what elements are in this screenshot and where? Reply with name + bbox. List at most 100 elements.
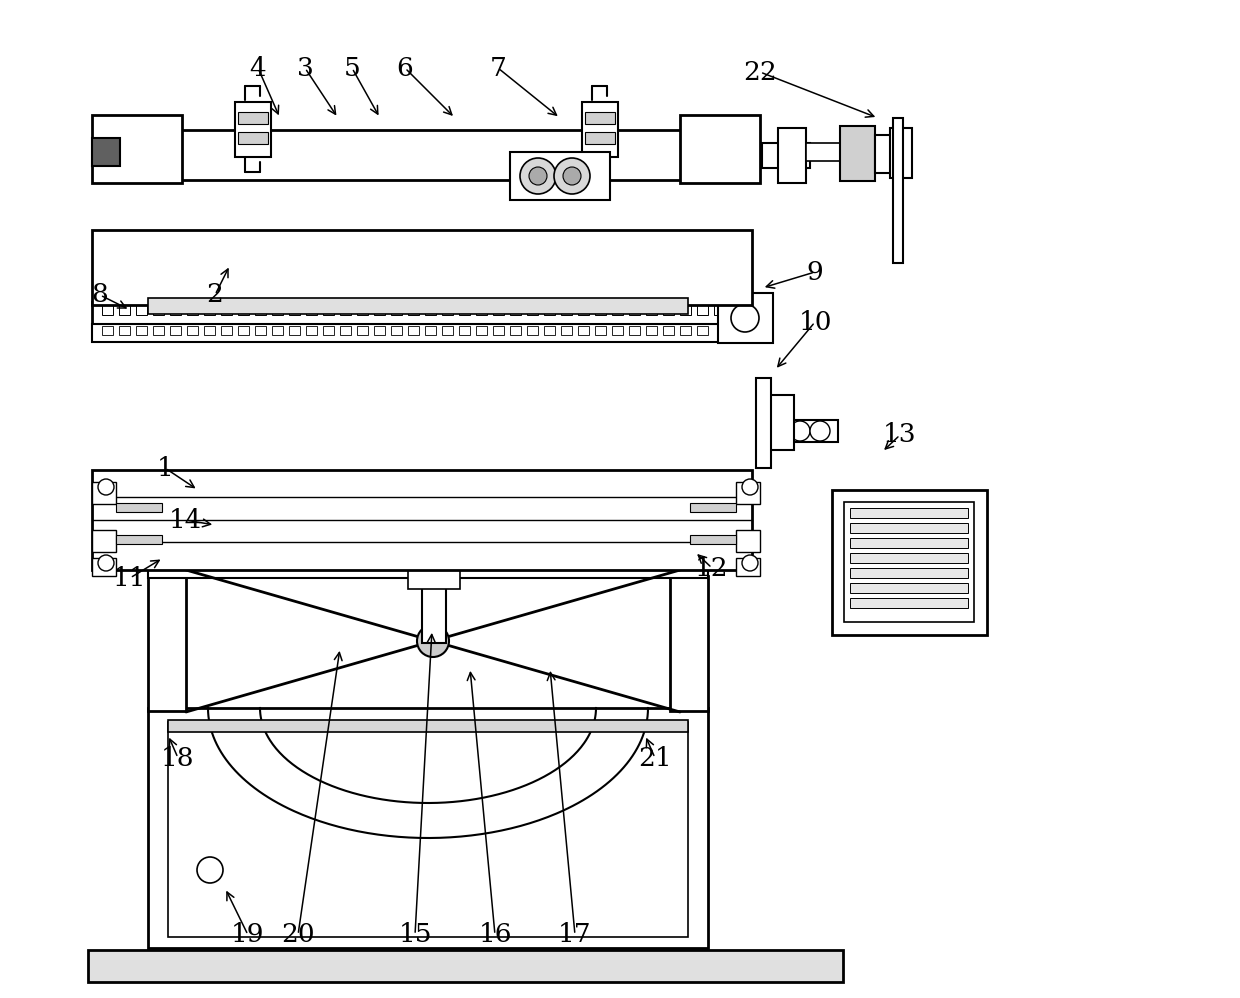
Bar	[763, 420, 838, 442]
Text: 7: 7	[490, 56, 506, 81]
Text: 10: 10	[799, 309, 832, 334]
Text: 14: 14	[169, 508, 202, 533]
Bar	[205, 326, 215, 335]
Circle shape	[554, 158, 590, 194]
Bar	[92, 230, 751, 305]
Bar	[357, 305, 368, 315]
Circle shape	[366, 556, 378, 568]
Bar	[890, 128, 911, 178]
Bar	[849, 568, 968, 578]
Bar	[832, 490, 987, 635]
Bar	[697, 305, 708, 315]
Bar	[494, 305, 503, 315]
Bar	[408, 326, 419, 335]
Circle shape	[732, 304, 759, 332]
Bar	[148, 576, 186, 711]
Bar	[320, 558, 515, 567]
Bar	[136, 305, 148, 315]
Bar	[92, 324, 773, 342]
Circle shape	[197, 857, 223, 883]
Bar	[737, 482, 760, 504]
Bar	[162, 130, 682, 180]
Bar	[340, 305, 351, 315]
Bar	[391, 326, 402, 335]
Circle shape	[742, 479, 758, 495]
Bar	[663, 305, 675, 315]
Bar	[136, 326, 148, 335]
Text: 20: 20	[281, 922, 315, 947]
Bar	[153, 305, 164, 315]
Bar	[148, 298, 688, 314]
Bar	[629, 305, 640, 315]
Bar	[391, 305, 402, 315]
Text: 16: 16	[479, 922, 512, 947]
Bar	[849, 598, 968, 608]
Bar	[422, 534, 446, 552]
Bar	[560, 326, 572, 335]
Bar	[680, 305, 691, 315]
Bar	[849, 538, 968, 548]
Bar	[849, 553, 968, 563]
Text: 6: 6	[397, 56, 413, 81]
Bar	[595, 326, 606, 335]
Bar	[875, 135, 897, 173]
Bar	[102, 305, 113, 315]
Bar	[680, 326, 691, 335]
Bar	[340, 326, 351, 335]
Circle shape	[422, 556, 434, 568]
Bar	[221, 305, 232, 315]
Bar	[527, 305, 538, 315]
Bar	[689, 535, 737, 544]
Bar	[92, 558, 117, 576]
Circle shape	[742, 555, 758, 571]
Bar	[839, 126, 875, 181]
Bar	[763, 395, 794, 450]
Bar	[238, 326, 249, 335]
Text: 15: 15	[398, 922, 432, 947]
Bar	[428, 525, 440, 537]
Bar	[119, 305, 130, 315]
Bar	[92, 530, 117, 552]
Bar	[425, 305, 436, 315]
Circle shape	[790, 421, 810, 441]
Bar	[613, 305, 622, 315]
Bar	[585, 112, 615, 124]
Bar	[646, 305, 657, 315]
Bar	[88, 950, 843, 982]
Bar	[582, 102, 618, 157]
Bar	[255, 305, 267, 315]
Circle shape	[529, 167, 547, 185]
Circle shape	[350, 556, 362, 568]
Bar	[357, 326, 368, 335]
Text: 5: 5	[343, 56, 361, 81]
Circle shape	[770, 421, 790, 441]
Circle shape	[417, 625, 449, 657]
Bar	[422, 565, 446, 643]
Bar	[408, 305, 419, 315]
Circle shape	[98, 555, 114, 571]
Bar	[167, 720, 688, 732]
Bar	[629, 326, 640, 335]
Bar	[459, 305, 470, 315]
Bar	[401, 557, 467, 569]
Bar	[476, 326, 487, 335]
Bar	[92, 482, 117, 504]
Bar	[893, 118, 903, 263]
Bar	[510, 305, 521, 315]
Bar	[153, 326, 164, 335]
Bar	[92, 115, 182, 183]
Circle shape	[98, 479, 114, 495]
Bar	[737, 530, 760, 552]
Bar	[167, 722, 688, 937]
Bar	[777, 128, 806, 183]
Bar	[170, 326, 181, 335]
Bar	[148, 708, 708, 948]
Bar	[408, 569, 460, 589]
Bar	[170, 305, 181, 315]
Bar	[148, 566, 708, 578]
Bar	[322, 326, 334, 335]
Bar	[289, 326, 300, 335]
Bar	[527, 326, 538, 335]
Bar	[544, 326, 556, 335]
Bar	[92, 302, 773, 324]
